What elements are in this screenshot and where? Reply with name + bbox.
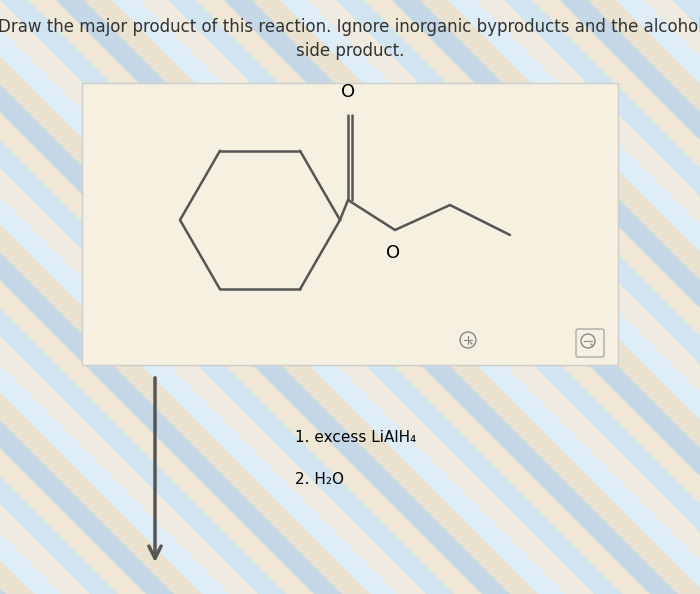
Polygon shape bbox=[0, 0, 62, 594]
Polygon shape bbox=[0, 0, 6, 594]
Text: O: O bbox=[386, 244, 400, 262]
Polygon shape bbox=[0, 0, 34, 594]
Text: O: O bbox=[341, 83, 355, 101]
Polygon shape bbox=[0, 0, 454, 594]
Bar bbox=[82, 83, 618, 365]
Polygon shape bbox=[0, 0, 90, 594]
Polygon shape bbox=[672, 0, 700, 594]
Polygon shape bbox=[0, 0, 510, 594]
Text: side product.: side product. bbox=[296, 42, 404, 60]
Polygon shape bbox=[616, 0, 700, 594]
Polygon shape bbox=[308, 0, 700, 594]
Polygon shape bbox=[448, 0, 700, 594]
Polygon shape bbox=[280, 0, 700, 594]
Polygon shape bbox=[168, 0, 700, 594]
Polygon shape bbox=[392, 0, 700, 594]
Polygon shape bbox=[140, 0, 700, 594]
Polygon shape bbox=[0, 0, 314, 594]
Polygon shape bbox=[588, 0, 700, 594]
Text: 2. H₂O: 2. H₂O bbox=[295, 472, 344, 488]
Polygon shape bbox=[84, 0, 700, 594]
Polygon shape bbox=[0, 0, 370, 594]
Polygon shape bbox=[0, 0, 622, 594]
Text: 1. excess LiAlH₄: 1. excess LiAlH₄ bbox=[295, 431, 416, 446]
Polygon shape bbox=[112, 0, 700, 594]
Polygon shape bbox=[364, 0, 700, 594]
Polygon shape bbox=[0, 0, 538, 594]
Polygon shape bbox=[252, 0, 700, 594]
Polygon shape bbox=[336, 0, 700, 594]
Polygon shape bbox=[0, 0, 146, 594]
Polygon shape bbox=[224, 0, 700, 594]
Polygon shape bbox=[196, 0, 700, 594]
Polygon shape bbox=[0, 0, 482, 594]
Polygon shape bbox=[532, 0, 700, 594]
Polygon shape bbox=[0, 0, 566, 594]
Polygon shape bbox=[0, 0, 202, 594]
Polygon shape bbox=[644, 0, 700, 594]
Text: Draw the major product of this reaction. Ignore inorganic byproducts and the alc: Draw the major product of this reaction.… bbox=[0, 18, 700, 36]
Polygon shape bbox=[0, 0, 342, 594]
Polygon shape bbox=[0, 0, 118, 594]
Polygon shape bbox=[0, 0, 594, 594]
Polygon shape bbox=[0, 0, 230, 594]
Polygon shape bbox=[560, 0, 700, 594]
Polygon shape bbox=[476, 0, 700, 594]
Polygon shape bbox=[0, 0, 286, 594]
Polygon shape bbox=[0, 0, 258, 594]
Polygon shape bbox=[0, 0, 174, 594]
Polygon shape bbox=[56, 0, 678, 594]
Polygon shape bbox=[0, 0, 426, 594]
Polygon shape bbox=[504, 0, 700, 594]
Polygon shape bbox=[420, 0, 700, 594]
Polygon shape bbox=[28, 0, 650, 594]
Polygon shape bbox=[0, 0, 398, 594]
